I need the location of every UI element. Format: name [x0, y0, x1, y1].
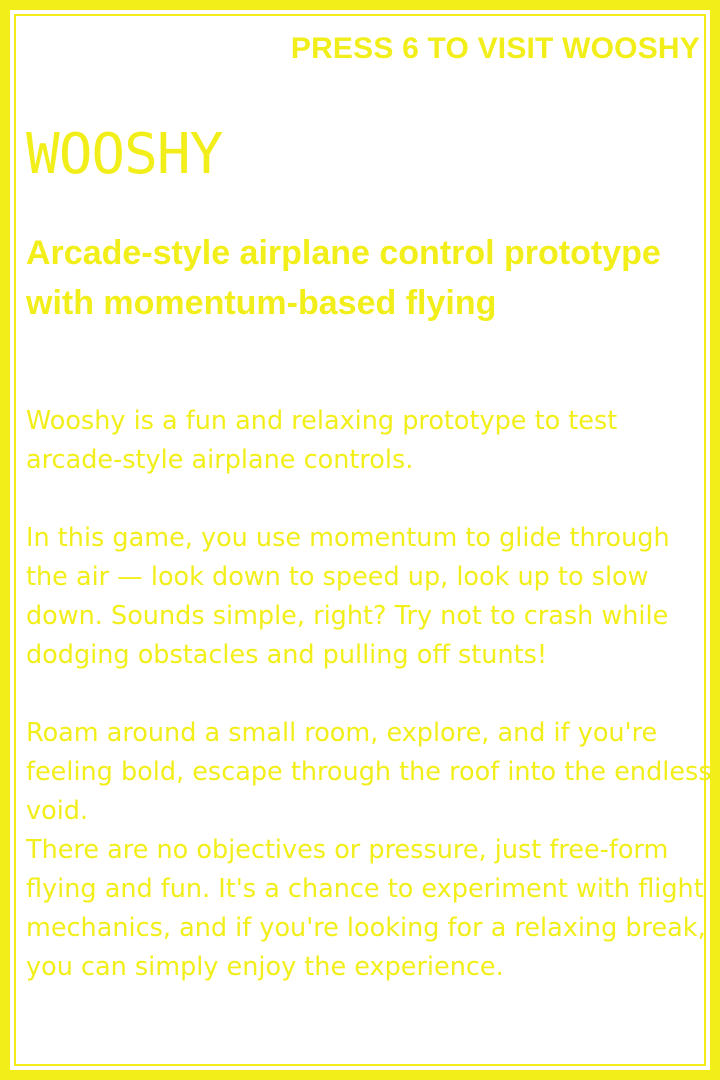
game-description: Wooshy is a fun and relaxing prototype t… — [26, 402, 716, 987]
description-paragraph-3: Roam around a small room, explore, and i… — [26, 718, 712, 826]
game-tagline: Arcade-style airplane control prototype … — [26, 234, 661, 322]
game-title: WOOSHY — [26, 122, 223, 187]
paragraph-spacer — [26, 480, 716, 519]
paragraph-spacer — [26, 675, 716, 714]
description-paragraph-1: Wooshy is a fun and relaxing prototype t… — [26, 406, 618, 475]
description-paragraph-4: There are no objectives or pressure, jus… — [26, 835, 706, 982]
visit-prompt: PRESS 6 TO VISIT WOOSHY — [290, 32, 700, 65]
description-paragraph-2: In this game, you use momentum to glide … — [26, 523, 670, 670]
